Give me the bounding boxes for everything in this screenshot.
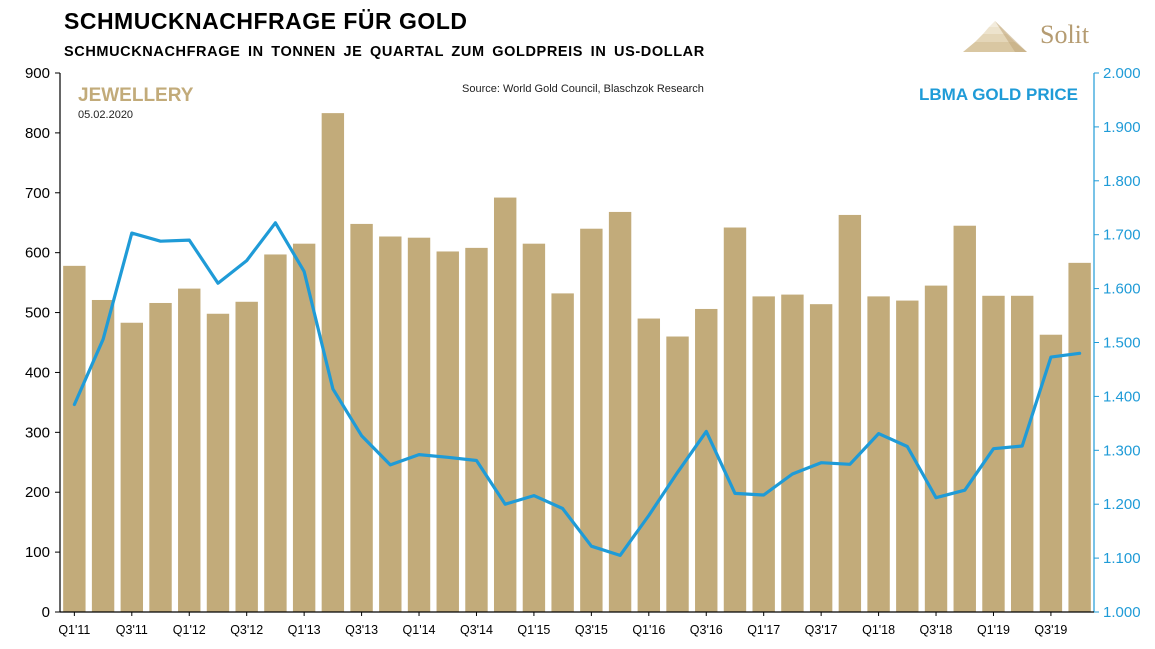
left-tick-label: 400 xyxy=(25,364,50,381)
bar-Q1'19 xyxy=(982,295,1005,612)
x-tick-label: Q1'15 xyxy=(517,623,550,637)
chart-subtitle: SCHMUCKNACHFRAGE IN TONNEN JE QUARTAL ZU… xyxy=(64,44,705,60)
x-tick-label: Q1'17 xyxy=(747,623,780,637)
right-tick-label: 1.100 xyxy=(1103,550,1141,567)
gold-price-line xyxy=(72,221,1082,558)
bar-Q2'12 xyxy=(206,313,230,612)
right-tick-label: 1.000 xyxy=(1103,604,1141,621)
bars-layer xyxy=(63,113,1091,613)
bar-Q2'18 xyxy=(896,300,919,612)
left-tick-label: 0 xyxy=(42,604,50,621)
left-tick-label: 900 xyxy=(25,65,50,82)
right-tick-label: 2.000 xyxy=(1103,65,1141,82)
left-tick-label: 200 xyxy=(25,484,50,501)
line-layer xyxy=(72,221,1082,558)
bar-Q3'14 xyxy=(465,247,488,612)
right-tick-label: 1.600 xyxy=(1103,281,1141,298)
x-tick-label: Q3'17 xyxy=(805,623,838,637)
x-tick-label: Q1'12 xyxy=(173,623,206,637)
bar-Q1'16 xyxy=(637,318,661,612)
bar-Q3'19 xyxy=(1039,334,1063,612)
bar-Q1'11 xyxy=(63,265,86,612)
right-tick-label: 1.900 xyxy=(1103,119,1141,136)
chart-title: SCHMUCKNACHFRAGE FÜR GOLD xyxy=(64,8,468,34)
bar-Q2'19 xyxy=(1010,295,1034,612)
x-tick-label: Q1'18 xyxy=(862,623,895,637)
x-tick-label: Q3'19 xyxy=(1034,623,1067,637)
bar-Q4'19 xyxy=(1068,262,1091,612)
bar-Q3'16 xyxy=(695,308,718,612)
bar-Q1'17 xyxy=(752,296,775,612)
x-tick-label: Q1'19 xyxy=(977,623,1010,637)
bar-Q1'18 xyxy=(867,296,890,612)
x-tick-label: Q1'16 xyxy=(632,623,665,637)
x-tick-label: Q3'11 xyxy=(116,623,148,637)
bar-Q1'15 xyxy=(522,243,546,612)
bar-Q4'11 xyxy=(149,302,172,612)
bar-Q3'13 xyxy=(350,223,373,613)
series-label-gold-price: LBMA GOLD PRICE xyxy=(919,85,1078,104)
right-tick-label: 1.400 xyxy=(1103,388,1141,405)
x-tick-label: Q3'16 xyxy=(690,623,723,637)
right-tick-label: 1.300 xyxy=(1103,442,1141,459)
x-tick-label: Q1'13 xyxy=(288,623,321,637)
left-tick-label: 500 xyxy=(25,305,50,322)
bar-Q1'12 xyxy=(178,288,201,612)
solit-logo-text: Solit xyxy=(1040,20,1090,49)
bar-Q3'12 xyxy=(235,301,258,612)
x-tick-label: Q3'15 xyxy=(575,623,608,637)
right-tick-label: 1.200 xyxy=(1103,496,1141,513)
right-tick-label: 1.700 xyxy=(1103,227,1141,244)
bar-Q4'15 xyxy=(608,211,632,613)
x-tick-label: Q1'11 xyxy=(58,623,90,637)
bar-Q3'15 xyxy=(580,228,603,612)
left-tick-label: 100 xyxy=(25,544,50,561)
bar-Q4'16 xyxy=(723,227,747,612)
x-tick-label: Q3'12 xyxy=(230,623,263,637)
bar-Q3'11 xyxy=(120,322,144,612)
chart-date: 05.02.2020 xyxy=(78,109,133,121)
bar-Q4'18 xyxy=(953,225,976,612)
axes-layer: 0 100 200 300 400 500 600 700 800 900 1.000 1.100 1.… xyxy=(25,65,1141,637)
x-tick-label: Q1'14 xyxy=(403,623,436,637)
right-tick-label: 1.800 xyxy=(1103,173,1141,190)
bar-Q4'17 xyxy=(838,214,862,613)
bar-Q2'11 xyxy=(91,299,115,612)
x-tick-label: Q3'13 xyxy=(345,623,378,637)
chart-source: Source: World Gold Council, Blaschzok Re… xyxy=(462,83,704,95)
left-tick-label: 600 xyxy=(25,245,50,262)
bar-Q2'15 xyxy=(551,293,574,612)
bar-Q4'12 xyxy=(264,254,287,613)
left-tick-label: 700 xyxy=(25,185,50,202)
bar-Q4'14 xyxy=(493,197,517,612)
series-label-jewellery: JEWELLERY xyxy=(78,85,194,106)
bar-Q3'17 xyxy=(809,304,833,612)
right-tick-label: 1.500 xyxy=(1103,335,1141,352)
bar-Q4'13 xyxy=(379,236,402,612)
bar-Q1'14 xyxy=(407,237,431,612)
left-tick-label: 800 xyxy=(25,125,50,142)
x-tick-label: Q3'14 xyxy=(460,623,493,637)
bar-Q2'17 xyxy=(781,294,804,612)
left-tick-label: 300 xyxy=(25,424,50,441)
solit-logo-icon xyxy=(963,21,1027,52)
bar-Q3'18 xyxy=(924,285,948,612)
bar-Q2'14 xyxy=(436,251,459,613)
bar-Q1'13 xyxy=(292,243,316,612)
bar-Q2'13 xyxy=(321,113,345,613)
x-tick-label: Q3'18 xyxy=(920,623,953,637)
